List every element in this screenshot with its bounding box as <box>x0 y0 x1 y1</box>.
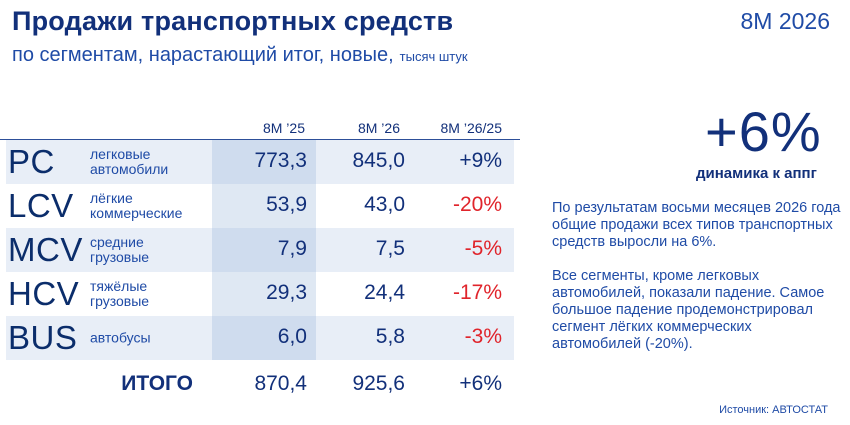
segment-label: средние грузовые <box>90 234 150 265</box>
segment-code: PC <box>8 143 55 180</box>
segment-code: BUS <box>8 319 78 356</box>
growth-highlight-caption: динамика к аппг <box>696 165 817 182</box>
value-8m-25: 773,3 <box>254 149 307 172</box>
column-header-8m-26: 8M ’26 <box>357 120 400 136</box>
segment-code: MCV <box>8 231 83 268</box>
total-change: +6% <box>459 372 502 395</box>
change-value: -3% <box>464 325 502 348</box>
segment-label: автобусы <box>90 329 151 346</box>
change-value: -20% <box>452 193 502 216</box>
value-8m-26: 5,8 <box>375 325 405 348</box>
value-8m-26: 24,4 <box>364 281 405 304</box>
segment-label: легковые автомобили <box>90 146 169 177</box>
table-row: BUS автобусы 6,0 5,8 -3% <box>0 316 520 360</box>
units-label: тысяч штук <box>399 49 468 64</box>
segment-code: HCV <box>8 275 80 312</box>
subtitle-text: по сегментам, нарастающий итог, новые, <box>12 44 394 66</box>
table-header: 8M ’25 8M ’26 8M ’26/25 <box>0 118 520 140</box>
total-label: ИТОГО <box>121 372 193 395</box>
value-8m-26: 43,0 <box>364 193 405 216</box>
source-note: Источник: АВТОСТАТ <box>719 404 828 416</box>
commentary-paragraph: Все сегменты, кроме легковых автомобилей… <box>552 268 825 352</box>
segment-label: тяжёлые грузовые <box>90 278 150 309</box>
sales-table: 8M ’25 8M ’26 8M ’26/25 PC легковые авто… <box>0 118 520 406</box>
column-header-change: 8M ’26/25 <box>440 120 502 136</box>
value-8m-26: 7,5 <box>375 237 405 260</box>
column-highlight <box>212 316 316 360</box>
column-header-8m-25: 8M ’25 <box>262 120 305 136</box>
commentary: По результатам восьми месяцев 2026 года … <box>552 200 844 370</box>
growth-highlight-value: +6% <box>705 100 822 163</box>
table-row: MCV средние грузовые 7,9 7,5 -5% <box>0 228 520 272</box>
column-highlight <box>212 272 316 316</box>
total-row: ИТОГО 870,4 925,6 +6% <box>0 360 520 406</box>
change-value: -5% <box>464 237 502 260</box>
change-value: +9% <box>459 149 502 172</box>
value-8m-25: 6,0 <box>277 325 307 348</box>
page-subtitle: по сегментам, нарастающий итог, новые, ты… <box>12 44 468 67</box>
column-highlight <box>212 184 316 228</box>
value-8m-25: 29,3 <box>266 281 307 304</box>
total-8m-26: 925,6 <box>352 372 405 395</box>
column-highlight <box>212 140 316 184</box>
period-label: 8M 2026 <box>740 8 830 34</box>
column-highlight <box>212 228 316 272</box>
value-8m-26: 845,0 <box>352 149 405 172</box>
page-title: Продажи транспортных средств <box>12 6 454 36</box>
table-row: LCV лёгкие коммерческие 53,9 43,0 -20% <box>0 184 520 228</box>
table-row: HCV тяжёлые грузовые 29,3 24,4 -17% <box>0 272 520 316</box>
change-value: -17% <box>452 281 502 304</box>
segment-label: лёгкие коммерческие <box>90 190 183 221</box>
value-8m-25: 7,9 <box>277 237 307 260</box>
commentary-paragraph: По результатам восьми месяцев 2026 года … <box>552 200 841 250</box>
value-8m-25: 53,9 <box>266 193 307 216</box>
segment-code: LCV <box>8 187 74 224</box>
total-8m-25: 870,4 <box>254 372 307 395</box>
table-row: PC легковые автомобили 773,3 845,0 +9% <box>0 140 520 184</box>
